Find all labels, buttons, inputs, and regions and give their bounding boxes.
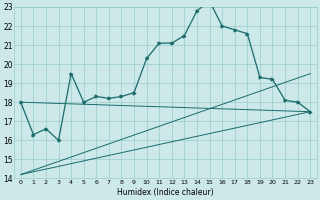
X-axis label: Humidex (Indice chaleur): Humidex (Indice chaleur) (117, 188, 214, 197)
